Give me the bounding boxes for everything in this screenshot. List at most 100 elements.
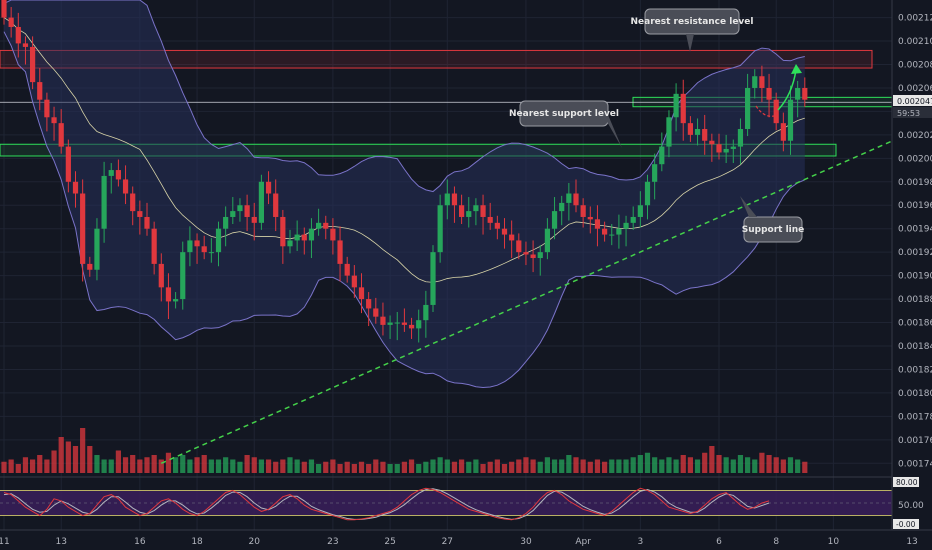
time-axis-labels: 11 13 16 18 20 23 25 27 30 Apr 3 6 8 10 13 (0, 537, 918, 547)
candle-body (237, 205, 243, 212)
support-callout: Nearest support level (509, 100, 622, 148)
candle-body (559, 202, 565, 212)
candle-body (358, 287, 365, 300)
volume-bar (587, 461, 593, 473)
time-tick-label: 23 (327, 537, 338, 547)
price-tick-label: 0.0019000 (898, 272, 932, 282)
volume-bar (487, 461, 493, 473)
volume-bar (101, 459, 107, 473)
volume-bar (773, 457, 779, 473)
candle-body (294, 234, 300, 241)
support-zone (0, 143, 837, 157)
stoch-d-line (3, 488, 770, 520)
volume-bar (265, 459, 272, 473)
current-price-value: 0.0020478 (897, 97, 932, 106)
volume-bar (480, 464, 486, 473)
time-tick-label: 18 (191, 537, 203, 547)
osc-upper-badge (893, 477, 919, 487)
candle-body (737, 129, 744, 147)
volume-bar (366, 464, 372, 473)
volume-bar (194, 457, 200, 473)
candle-body (437, 205, 443, 253)
candle-body (44, 99, 50, 118)
volume-bar (187, 459, 193, 473)
volume-bar (609, 459, 615, 473)
candle-body (602, 228, 608, 235)
volume-bar (151, 455, 157, 473)
candle-body (8, 17, 14, 27)
osc-lower-badge (893, 519, 919, 529)
volume-bar (137, 459, 143, 473)
price-tick-label: 0.0018400 (898, 342, 932, 352)
candle-body (330, 228, 336, 241)
current-price-badge (893, 95, 932, 106)
price-tick-label: 0.0019600 (898, 201, 932, 211)
volume-bar (294, 459, 300, 473)
volume-bar (516, 459, 522, 473)
countdown-value: 59:53 (897, 109, 920, 118)
volume-bar (752, 459, 758, 473)
candle-body (108, 170, 114, 176)
price-tick-label: 0.0020200 (898, 131, 932, 141)
candle-body (366, 299, 372, 309)
osc-level-mid: 50.00 (898, 501, 924, 511)
candle-body (537, 252, 543, 259)
volume-bar (787, 457, 794, 473)
candle-body (723, 148, 729, 153)
volume-bar (709, 446, 715, 473)
volume-bar (723, 457, 729, 473)
candle-body (459, 205, 465, 217)
volume-bar (115, 450, 121, 473)
price-tick-label: 0.0019200 (898, 248, 932, 258)
volume-bar (230, 459, 236, 473)
candle-body (373, 308, 379, 317)
candle-body (494, 222, 500, 229)
candle-body (802, 87, 808, 100)
time-tick-label: 20 (249, 537, 261, 547)
time-tick-label: 11 (0, 537, 10, 547)
candle-body (523, 252, 529, 255)
volume-bar (559, 459, 565, 473)
time-tick-label: 16 (134, 537, 146, 547)
volume-bar (380, 461, 386, 473)
volume-bar (623, 459, 629, 473)
volume-bar (544, 457, 550, 473)
volume-bar (530, 459, 536, 473)
candle-body (65, 146, 71, 182)
volume-bar (673, 459, 679, 473)
candle-body (251, 216, 257, 223)
time-axis[interactable] (0, 530, 932, 550)
candle-body (694, 129, 701, 135)
volume-bar (316, 464, 322, 473)
price-tick-label: 0.0021200 (898, 14, 932, 24)
price-axis[interactable] (892, 0, 932, 530)
candle-body (173, 299, 179, 302)
candle-body (659, 146, 665, 165)
volume-bar (180, 455, 186, 473)
volume-bar (8, 459, 14, 473)
resistance-callout: Nearest resistance level (631, 8, 754, 52)
candle-body (509, 234, 515, 241)
candle-body (280, 216, 286, 247)
volume-bar (30, 459, 36, 473)
volume-bar (573, 457, 579, 473)
osc-level-upper: 80.00 (896, 478, 918, 487)
candle-body (208, 252, 214, 254)
volume-bar (652, 457, 658, 473)
candle-body (687, 123, 693, 135)
candle-body (273, 193, 279, 217)
candle-body (144, 216, 150, 229)
candle-body (630, 216, 636, 223)
lower-band (3, 31, 805, 388)
volume-bar (716, 455, 722, 473)
candle-body (551, 211, 558, 229)
volume-bar (58, 437, 64, 473)
volume-bar (551, 459, 558, 473)
volume-bar (208, 459, 214, 473)
price-tick-label: 0.0018200 (898, 365, 932, 375)
candle-body (780, 123, 786, 141)
volume-bar (72, 446, 79, 473)
price-tick-label: 0.0017600 (898, 436, 932, 446)
volume-bar (201, 455, 207, 473)
candle-body (773, 99, 779, 124)
